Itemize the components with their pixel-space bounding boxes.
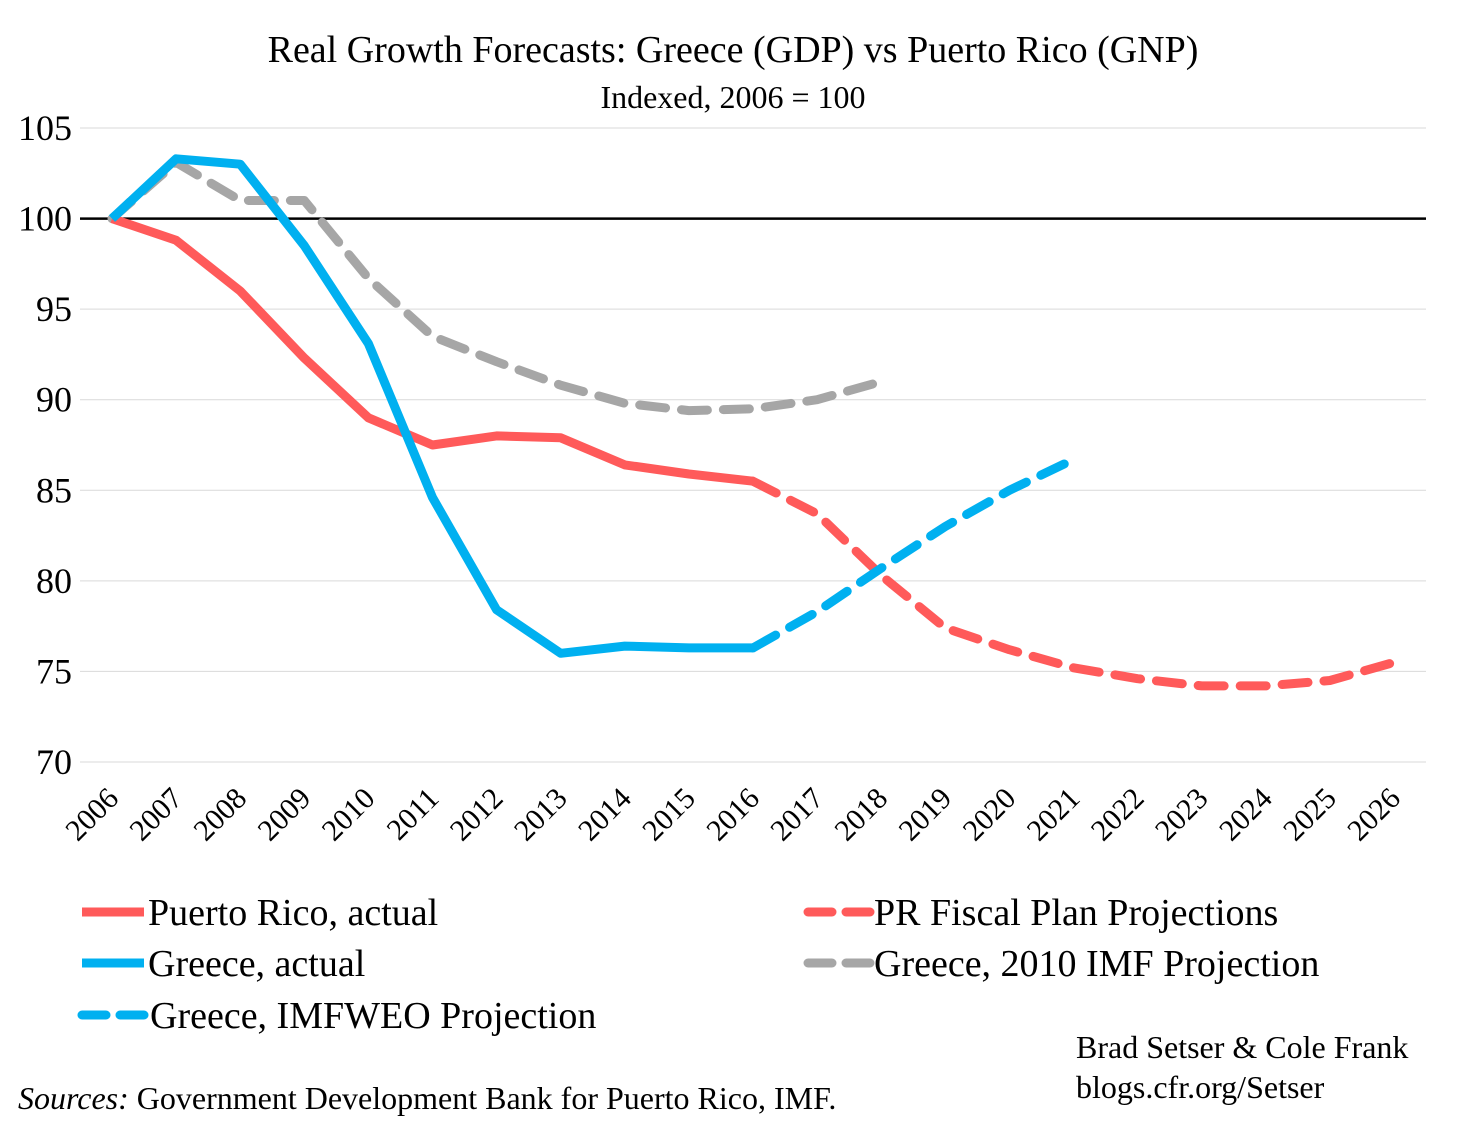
x-tick-label: 2013 xyxy=(508,782,574,848)
x-tick-label: 2014 xyxy=(572,782,638,848)
credit-url: blogs.cfr.org/Setser xyxy=(1076,1069,1325,1105)
x-tick-label: 2025 xyxy=(1277,782,1343,848)
x-tick-label: 2019 xyxy=(892,782,958,848)
y-tick-label: 80 xyxy=(36,561,72,601)
legend-label: Greece, IMFWEO Projection xyxy=(150,995,596,1037)
x-tick-label: 2016 xyxy=(700,782,766,848)
series-line xyxy=(107,157,886,416)
y-tick-label: 105 xyxy=(18,108,72,148)
legend-label: PR Fiscal Plan Projections xyxy=(874,892,1278,934)
chart-subtitle: Indexed, 2006 = 100 xyxy=(600,79,865,115)
series-line xyxy=(108,154,753,658)
series-line xyxy=(748,455,1078,653)
credit-author: Brad Setser & Cole Frank xyxy=(1076,1029,1409,1065)
series-line xyxy=(748,476,1399,691)
x-tick-label: 2015 xyxy=(636,782,702,848)
y-tick-label: 95 xyxy=(36,289,72,329)
y-tick-label: 90 xyxy=(36,380,72,420)
y-tick-label: 75 xyxy=(36,651,72,691)
x-tick-label: 2018 xyxy=(828,782,894,848)
y-tick-label: 100 xyxy=(18,199,72,239)
x-tick-label: 2021 xyxy=(1021,782,1087,848)
y-tick-label: 85 xyxy=(36,470,72,510)
x-tick-label: 2012 xyxy=(444,782,510,848)
series-line xyxy=(110,214,754,486)
x-tick-label: 2017 xyxy=(764,782,830,848)
x-tick-label: 2022 xyxy=(1085,782,1151,848)
y-tick-label: 70 xyxy=(36,742,72,782)
x-tick-label: 2010 xyxy=(316,782,382,848)
gridlines xyxy=(80,127,1426,763)
series-lines xyxy=(107,154,1399,691)
x-tick-label: 2011 xyxy=(380,782,445,847)
x-tick-label: 2009 xyxy=(252,782,318,848)
x-tick-label: 2007 xyxy=(123,782,189,848)
x-tick-label: 2026 xyxy=(1341,782,1407,848)
legend: Puerto Rico, actual Greece, actual Greece,… xyxy=(77,892,1319,1037)
chart-title: Real Growth Forecasts: Greece (GDP) vs P… xyxy=(268,29,1199,71)
legend-label: Greece, 2010 IMF Projection xyxy=(874,943,1319,985)
credits-block: Brad Setser & Cole Frank blogs.cfr.org/S… xyxy=(1076,1027,1408,1107)
sources-text: Government Development Bank for Puerto R… xyxy=(128,1080,837,1116)
sources-note: Sources: Government Development Bank for… xyxy=(18,1080,836,1117)
legend-label: Greece, actual xyxy=(148,943,365,985)
x-tick-label: 2008 xyxy=(187,782,253,848)
x-tick-label: 2023 xyxy=(1149,782,1215,848)
y-axis-ticks: 70 75 80 85 90 95 100 105 xyxy=(18,108,72,782)
x-tick-label: 2020 xyxy=(957,782,1023,848)
sources-label: Sources: xyxy=(18,1080,129,1116)
legend-label: Puerto Rico, actual xyxy=(148,892,438,934)
x-tick-label: 2024 xyxy=(1213,782,1279,848)
x-tick-label: 2006 xyxy=(59,782,125,848)
